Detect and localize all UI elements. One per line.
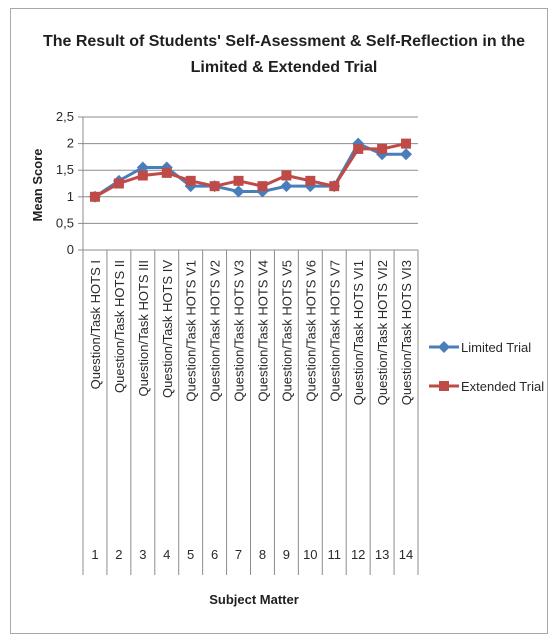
x-category-number: 8 <box>259 547 266 562</box>
y-tick-label: 1 <box>67 189 74 204</box>
x-category-numbers: 1 2 3 4 5 6 7 8 9 10 11 12 13 14 <box>91 547 413 562</box>
data-point <box>305 175 316 186</box>
x-category-label: Question/Task HOTS I <box>88 260 103 389</box>
data-point <box>209 181 220 192</box>
legend: Limited Trial Extended Trial <box>429 340 544 394</box>
x-category-number: 14 <box>399 547 413 562</box>
legend-marker <box>439 381 449 391</box>
x-category-number: 12 <box>351 547 365 562</box>
axes <box>78 116 419 575</box>
y-axis-label: Mean Score <box>30 149 45 222</box>
gridlines <box>83 116 418 224</box>
x-category-label: Question/Task HOTS VI2 <box>375 260 390 405</box>
data-point <box>280 180 293 193</box>
data-point <box>257 181 268 192</box>
x-category-label: Question/Task HOTS III <box>136 260 151 397</box>
data-point <box>232 185 245 198</box>
x-category-label: Question/Task HOTS IV <box>160 260 175 398</box>
legend-marker <box>438 341 450 353</box>
y-tick-label: 0,5 <box>56 215 74 230</box>
x-category-number: 13 <box>375 547 389 562</box>
data-point <box>185 175 196 186</box>
data-point <box>401 138 412 149</box>
legend-label: Extended Trial <box>461 379 544 394</box>
x-category-number: 3 <box>139 547 146 562</box>
data-point <box>233 175 244 186</box>
chart-title-line-1: The Result of Students' Self-Asessment &… <box>43 33 525 50</box>
x-category-label: Question/Task HOTS V1 <box>184 260 199 402</box>
y-tick-labels: 0 0,5 1 1,5 2 2,5 <box>56 109 74 257</box>
x-category-number: 2 <box>115 547 122 562</box>
x-axis-label: Subject Matter <box>209 592 299 607</box>
y-tick-label: 2 <box>67 136 74 151</box>
data-point <box>137 170 148 181</box>
data-point <box>281 170 292 181</box>
x-category-number: 10 <box>303 547 317 562</box>
x-category-label: Question/Task HOTS V7 <box>327 260 342 402</box>
y-tick-label: 0 <box>67 242 74 257</box>
x-category-labels: Question/Task HOTS I Question/Task HOTS I… <box>88 260 414 406</box>
chart-frame <box>10 8 548 634</box>
data-point <box>377 143 388 154</box>
x-category-number: 4 <box>163 547 170 562</box>
x-category-number: 9 <box>283 547 290 562</box>
x-category-label: Question/Task HOTS V4 <box>255 260 270 402</box>
x-category-number: 11 <box>328 547 342 562</box>
data-point <box>400 148 413 161</box>
chart-title-line-2: Limited & Extended Trial <box>191 59 378 76</box>
data-point <box>161 167 172 178</box>
legend-label: Limited Trial <box>461 340 531 355</box>
x-category-label: Question/Task HOTS II <box>112 260 127 393</box>
y-tick-label: 1,5 <box>56 162 74 177</box>
x-category-label: Question/Task HOTS V3 <box>232 260 247 402</box>
data-point <box>113 178 124 189</box>
y-tick-label: 2,5 <box>56 109 74 124</box>
x-category-number: 5 <box>187 547 194 562</box>
data-point <box>89 191 100 202</box>
x-category-label: Question/Task HOTS V2 <box>208 260 223 402</box>
data-point <box>353 143 364 154</box>
x-category-label: Question/Task HOTS V6 <box>303 260 318 402</box>
series-group <box>88 137 413 203</box>
x-category-label: Question/Task HOTS VI1 <box>351 260 366 405</box>
x-category-number: 1 <box>91 547 98 562</box>
x-category-label: Question/Task HOTS VI3 <box>399 260 414 405</box>
x-category-label: Question/Task HOTS V5 <box>279 260 294 402</box>
data-point <box>329 181 340 192</box>
x-category-number: 6 <box>211 547 218 562</box>
x-category-number: 7 <box>235 547 242 562</box>
